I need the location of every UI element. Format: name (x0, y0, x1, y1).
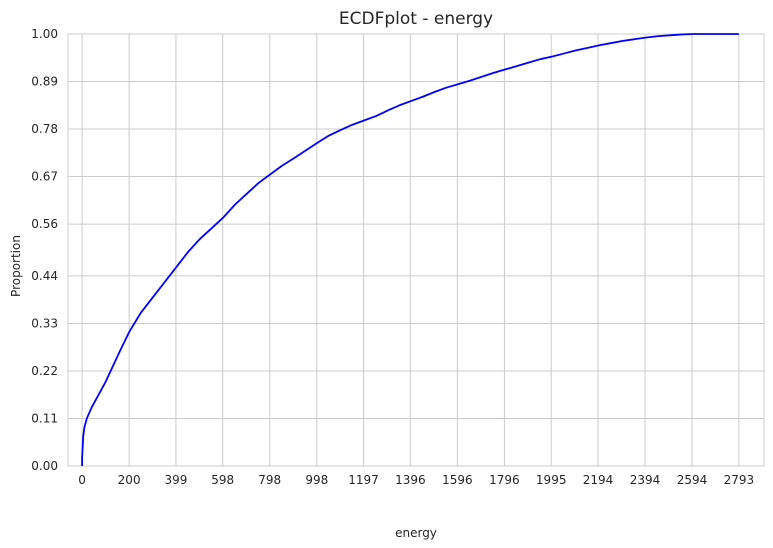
y-tick-label: 0.78 (31, 122, 58, 136)
y-tick-label: 0.56 (31, 217, 58, 231)
y-tick-label: 0.44 (31, 269, 58, 283)
y-tick-label: 0.00 (31, 459, 58, 473)
series-layer (81, 33, 739, 466)
x-axis-label: energy (395, 526, 437, 540)
y-tick-label: 0.33 (31, 316, 58, 330)
x-tick-label: 798 (258, 473, 281, 487)
x-tick-label: 998 (305, 473, 328, 487)
y-tick-label: 0.89 (31, 75, 58, 89)
x-tick-label: 1596 (442, 473, 473, 487)
x-tick-label: 1197 (348, 473, 379, 487)
plot-frame (67, 33, 765, 467)
x-tick-label: 598 (211, 473, 234, 487)
y-tick-label: 0.22 (31, 364, 58, 378)
x-tick-label: 2194 (583, 473, 614, 487)
x-tick-label: 200 (118, 473, 141, 487)
x-tick-label: 1396 (395, 473, 426, 487)
x-tick-label: 2394 (630, 473, 661, 487)
x-tick-label: 1995 (536, 473, 567, 487)
y-tick-label: 1.00 (31, 27, 58, 41)
y-tick-label: 0.67 (31, 170, 58, 184)
x-tick-label: 399 (164, 473, 187, 487)
y-axis-label: Proportion (9, 235, 23, 297)
chart-title: ECDFplot - energy (339, 9, 493, 29)
y-tick-label: 0.11 (31, 411, 58, 425)
x-tick-label: 0 (78, 473, 86, 487)
x-axis-ticks: 0 200 399 598 798 998 1197 1396 1596 1796 1995 2194… (78, 473, 754, 487)
x-tick-label: 2793 (724, 473, 755, 487)
ecdf-line (81, 33, 739, 466)
y-axis-ticks: 0.00 0.11 0.22 0.33 0.44 0.56 0.67 0.78 0.89 1.00 (31, 27, 58, 473)
x-tick-label: 2594 (677, 473, 708, 487)
x-tick-label: 1796 (489, 473, 520, 487)
